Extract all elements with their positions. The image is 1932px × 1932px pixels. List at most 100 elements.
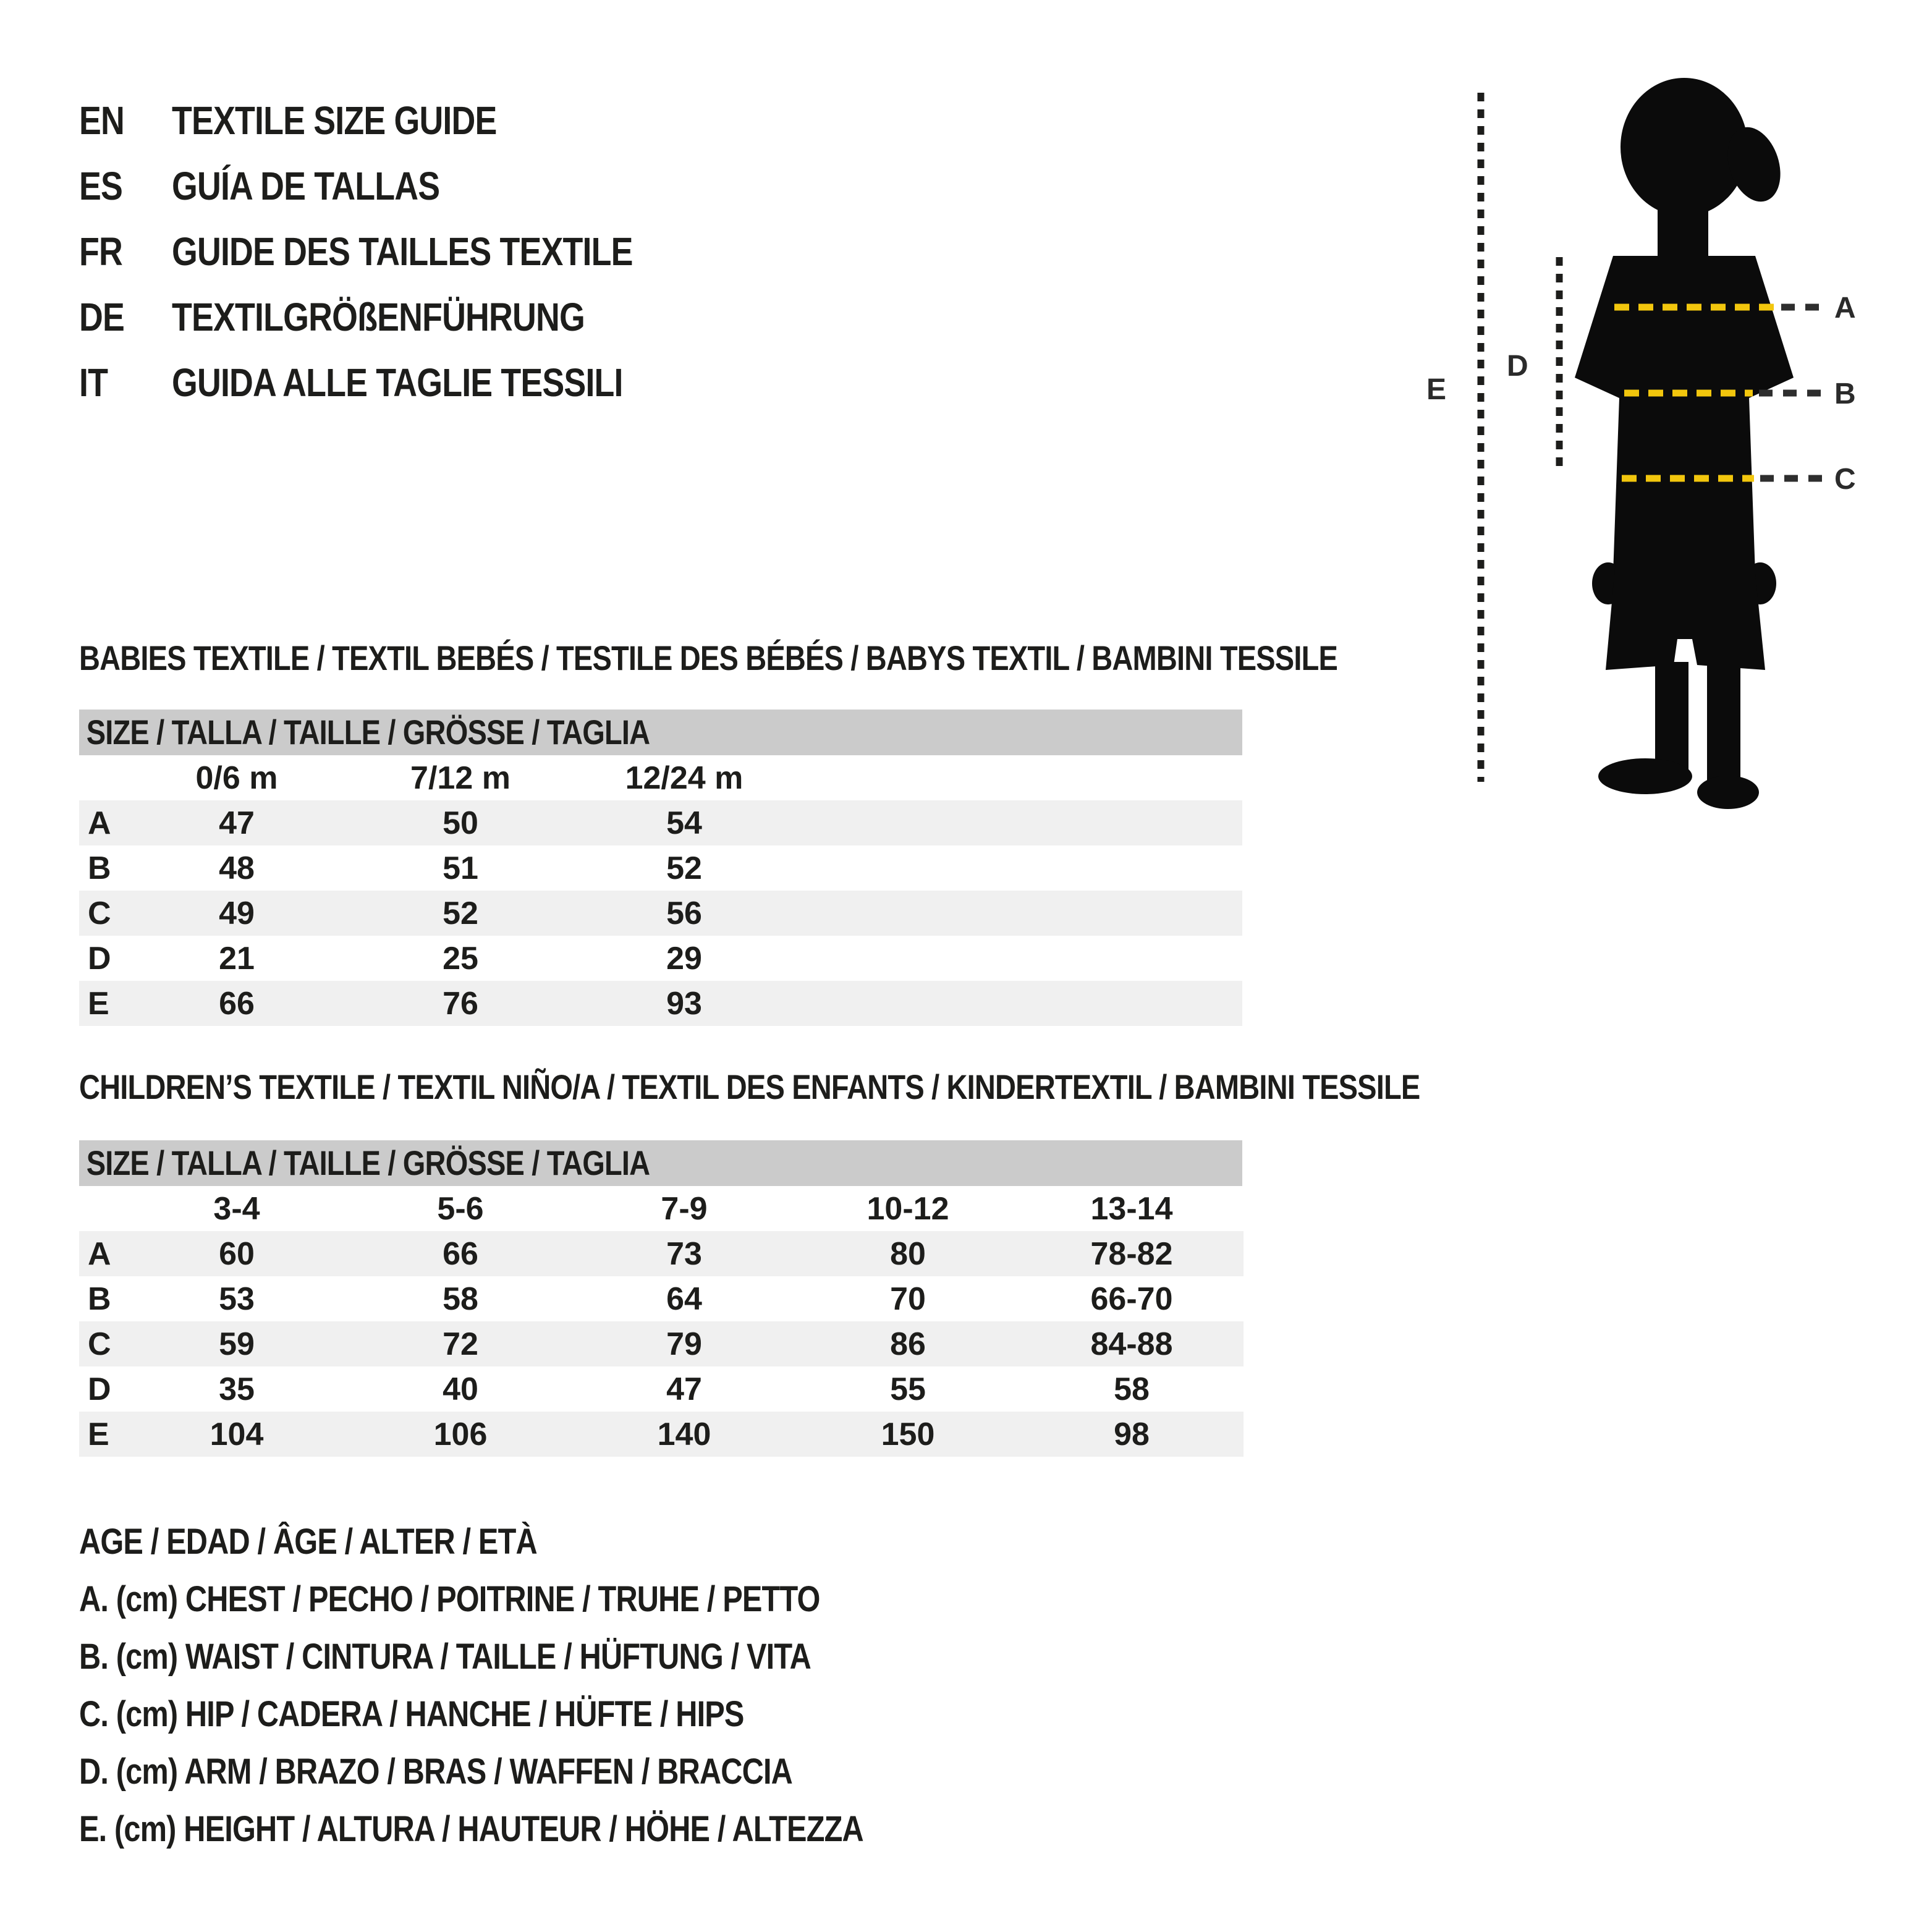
column-header-cell: 10-12 bbox=[866, 1190, 949, 1227]
babies-section-title: BABIES TEXTILE / TEXTIL BEBÉS / TESTILE … bbox=[79, 638, 1577, 678]
column-header-cell: 5-6 bbox=[437, 1190, 484, 1227]
language-title-block: EN TEXTILE SIZE GUIDE ES GUÍA DE TALLAS FR… bbox=[79, 88, 721, 415]
size-value-cell: 21 bbox=[219, 940, 255, 977]
size-value-cell: 86 bbox=[890, 1326, 926, 1362]
language-row: ES GUÍA DE TALLAS bbox=[79, 153, 721, 219]
size-value-cell: 84-88 bbox=[1090, 1326, 1173, 1362]
row-label-cell: D bbox=[88, 1371, 111, 1407]
children-size-header-text: SIZE / TALLA / TAILLE / GRÖSSE / TAGLIA bbox=[86, 1143, 650, 1182]
legend-line-age: AGE / EDAD / ÂGE / ALTER / ETÀ bbox=[79, 1513, 1013, 1570]
size-value-cell: 93 bbox=[666, 985, 702, 1022]
size-value-cell: 60 bbox=[219, 1235, 255, 1272]
legend-line-waist: B. (cm) WAIST / CINTURA / TAILLE / HÜFTU… bbox=[79, 1628, 1013, 1685]
table-row: A 47 50 54 bbox=[79, 800, 1242, 845]
legend-line-chest: A. (cm) CHEST / PECHO / POITRINE / TRUHE… bbox=[79, 1570, 1013, 1628]
language-title: GUIDE DES TAILLES TEXTILE bbox=[172, 229, 633, 274]
size-value-cell: 29 bbox=[666, 940, 702, 977]
table-row: E 66 76 93 bbox=[79, 981, 1242, 1026]
table-row: A 60 66 73 80 78-82 bbox=[79, 1231, 1244, 1276]
size-value-cell: 59 bbox=[219, 1326, 255, 1362]
size-value-cell: 56 bbox=[666, 895, 702, 931]
size-value-cell: 47 bbox=[666, 1371, 702, 1407]
row-label-cell: D bbox=[88, 940, 111, 977]
column-header-row: 0/6 m 7/12 m 12/24 m bbox=[79, 755, 1242, 800]
babies-size-table: 0/6 m 7/12 m 12/24 m A 47 50 54 B 48 51 52 C 49 52 56 D… bbox=[79, 755, 1242, 1026]
size-value-cell: 98 bbox=[1114, 1416, 1150, 1452]
table-row: C 49 52 56 bbox=[79, 891, 1242, 936]
measure-label-b: B bbox=[1834, 378, 1856, 410]
measure-label-c: C bbox=[1834, 463, 1856, 496]
measurement-figure: A B C D E bbox=[1409, 59, 1932, 810]
column-header-cell: 12/24 m bbox=[625, 760, 744, 796]
language-title: GUÍA DE TALLAS bbox=[172, 164, 440, 208]
size-value-cell: 66 bbox=[219, 985, 255, 1022]
children-size-table: 3-4 5-6 7-9 10-12 13-14 A 60 66 73 80 78-82 B 53 58 64… bbox=[79, 1186, 1244, 1457]
legend-line-chest-text: A. (cm) CHEST / PECHO / POITRINE / TRUHE… bbox=[79, 1579, 820, 1619]
language-code: ES bbox=[79, 164, 123, 208]
row-label-cell: E bbox=[88, 1416, 109, 1452]
language-row: EN TEXTILE SIZE GUIDE bbox=[79, 88, 721, 153]
children-size-header-bar: SIZE / TALLA / TAILLE / GRÖSSE / TAGLIA bbox=[79, 1140, 1242, 1186]
child-measure-diagram-icon: A B C D E bbox=[1426, 78, 1856, 809]
measure-label-a: A bbox=[1834, 292, 1856, 324]
column-header-cell: 7-9 bbox=[661, 1190, 708, 1227]
row-label-cell: A bbox=[88, 1235, 111, 1272]
size-value-cell: 55 bbox=[890, 1371, 926, 1407]
language-title: TEXTILGRÖßENFÜHRUNG bbox=[172, 295, 585, 339]
size-value-cell: 40 bbox=[443, 1371, 478, 1407]
measure-label-d: D bbox=[1507, 350, 1528, 383]
table-row: D 21 25 29 bbox=[79, 936, 1242, 981]
babies-section-title-text: BABIES TEXTILE / TEXTIL BEBÉS / TESTILE … bbox=[79, 638, 1338, 677]
table-row: D 35 40 47 55 58 bbox=[79, 1366, 1244, 1412]
table-row: C 59 72 79 86 84-88 bbox=[79, 1321, 1244, 1366]
size-value-cell: 64 bbox=[666, 1281, 702, 1317]
children-section-title: CHILDREN’S TEXTILE / TEXTIL NIÑO/A / TEX… bbox=[79, 1067, 1676, 1107]
size-value-cell: 72 bbox=[443, 1326, 478, 1362]
language-code: IT bbox=[79, 360, 108, 405]
column-header-cell: 7/12 m bbox=[410, 760, 511, 796]
corner-cell bbox=[79, 1186, 125, 1231]
language-code: DE bbox=[79, 295, 125, 339]
row-label-cell: B bbox=[88, 850, 111, 886]
language-row: FR GUIDE DES TAILLES TEXTILE bbox=[79, 219, 721, 284]
table-row: E 104 106 140 150 98 bbox=[79, 1412, 1244, 1457]
size-value-cell: 80 bbox=[890, 1235, 926, 1272]
size-value-cell: 25 bbox=[443, 940, 478, 977]
children-section-title-text: CHILDREN’S TEXTILE / TEXTIL NIÑO/A / TEX… bbox=[79, 1067, 1420, 1106]
size-value-cell: 51 bbox=[443, 850, 478, 886]
size-value-cell: 140 bbox=[657, 1416, 711, 1452]
size-value-cell: 50 bbox=[443, 805, 478, 841]
language-row: IT GUIDA ALLE TAGLIE TESSILI bbox=[79, 350, 721, 415]
column-header-row: 3-4 5-6 7-9 10-12 13-14 bbox=[79, 1186, 1244, 1231]
size-value-cell: 76 bbox=[443, 985, 478, 1022]
size-value-cell: 106 bbox=[433, 1416, 488, 1452]
column-header-cell: 3-4 bbox=[213, 1190, 260, 1227]
corner-cell bbox=[79, 755, 125, 800]
size-value-cell: 35 bbox=[219, 1371, 255, 1407]
row-label-cell: A bbox=[88, 805, 111, 841]
legend-line-hip: C. (cm) HIP / CADERA / HANCHE / HÜFTE / … bbox=[79, 1685, 1013, 1743]
size-value-cell: 52 bbox=[443, 895, 478, 931]
size-value-cell: 48 bbox=[219, 850, 255, 886]
babies-size-header-bar: SIZE / TALLA / TAILLE / GRÖSSE / TAGLIA bbox=[79, 710, 1242, 755]
size-value-cell: 70 bbox=[890, 1281, 926, 1317]
size-value-cell: 53 bbox=[219, 1281, 255, 1317]
row-label-cell: E bbox=[88, 985, 109, 1022]
legend-line-height: E. (cm) HEIGHT / ALTURA / HAUTEUR / HÖHE… bbox=[79, 1800, 1013, 1858]
row-label-cell: C bbox=[88, 1326, 111, 1362]
legend-line-age-text: AGE / EDAD / ÂGE / ALTER / ETÀ bbox=[79, 1522, 538, 1562]
size-value-cell: 66-70 bbox=[1090, 1281, 1173, 1317]
legend-line-waist-text: B. (cm) WAIST / CINTURA / TAILLE / HÜFTU… bbox=[79, 1637, 811, 1677]
table-row: B 48 51 52 bbox=[79, 845, 1242, 891]
legend-line-arm: D. (cm) ARM / BRAZO / BRAS / WAFFEN / BR… bbox=[79, 1743, 1013, 1800]
column-header-cell: 13-14 bbox=[1090, 1190, 1173, 1227]
child-silhouette bbox=[1575, 78, 1794, 809]
legend-line-height-text: E. (cm) HEIGHT / ALTURA / HAUTEUR / HÖHE… bbox=[79, 1809, 864, 1849]
size-value-cell: 58 bbox=[1114, 1371, 1150, 1407]
size-value-cell: 52 bbox=[666, 850, 702, 886]
measurement-legend: AGE / EDAD / ÂGE / ALTER / ETÀ A. (cm) C… bbox=[79, 1513, 1013, 1858]
row-label-cell: B bbox=[88, 1281, 111, 1317]
language-code: FR bbox=[79, 229, 123, 274]
size-value-cell: 47 bbox=[219, 805, 255, 841]
